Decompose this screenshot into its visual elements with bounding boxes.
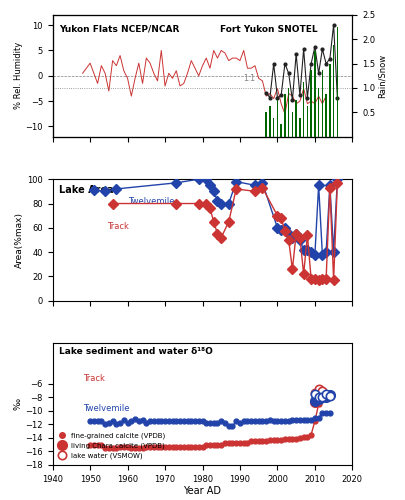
Bar (333, 46, 335, 136)
Y-axis label: ‰: ‰ (13, 398, 23, 410)
Bar (295, 100, 297, 136)
Text: Lake sediment and water δ¹⁸O: Lake sediment and water δ¹⁸O (59, 347, 213, 356)
Text: Twelvemile: Twelvemile (128, 198, 174, 206)
Bar (273, 118, 275, 136)
Y-axis label: % Rel. Humidity: % Rel. Humidity (14, 42, 23, 110)
Bar (284, 94, 286, 136)
Text: Twelvemile: Twelvemile (83, 404, 129, 413)
Text: Lake Area: Lake Area (59, 186, 113, 196)
Bar (269, 106, 271, 136)
Text: Track: Track (107, 222, 128, 231)
Text: Fort Yukon SNOTEL: Fort Yukon SNOTEL (220, 24, 317, 34)
Bar (288, 88, 290, 136)
Bar (280, 124, 282, 136)
Bar (337, 27, 338, 136)
Y-axis label: Area(%max): Area(%max) (15, 212, 24, 268)
Bar (314, 52, 315, 136)
Bar (307, 106, 308, 136)
Y-axis label: Rain/Snow: Rain/Snow (378, 54, 387, 98)
Text: Yukon Flats NCEP/NCAR: Yukon Flats NCEP/NCAR (59, 24, 179, 34)
Bar (322, 70, 323, 136)
Bar (265, 112, 267, 136)
Legend: fine-grained calcite (VPDB), living Chara calcite (VPDB), lake water (VSMOW): fine-grained calcite (VPDB), living Char… (56, 430, 168, 462)
Bar (325, 94, 327, 136)
Bar (292, 112, 293, 136)
Text: Track: Track (83, 374, 104, 383)
Bar (310, 70, 312, 136)
Bar (277, 100, 278, 136)
Text: 1:1: 1:1 (243, 74, 255, 82)
Bar (329, 64, 330, 136)
Bar (303, 82, 305, 136)
X-axis label: Year AD: Year AD (183, 486, 222, 496)
Bar (318, 88, 320, 136)
Bar (299, 118, 301, 136)
